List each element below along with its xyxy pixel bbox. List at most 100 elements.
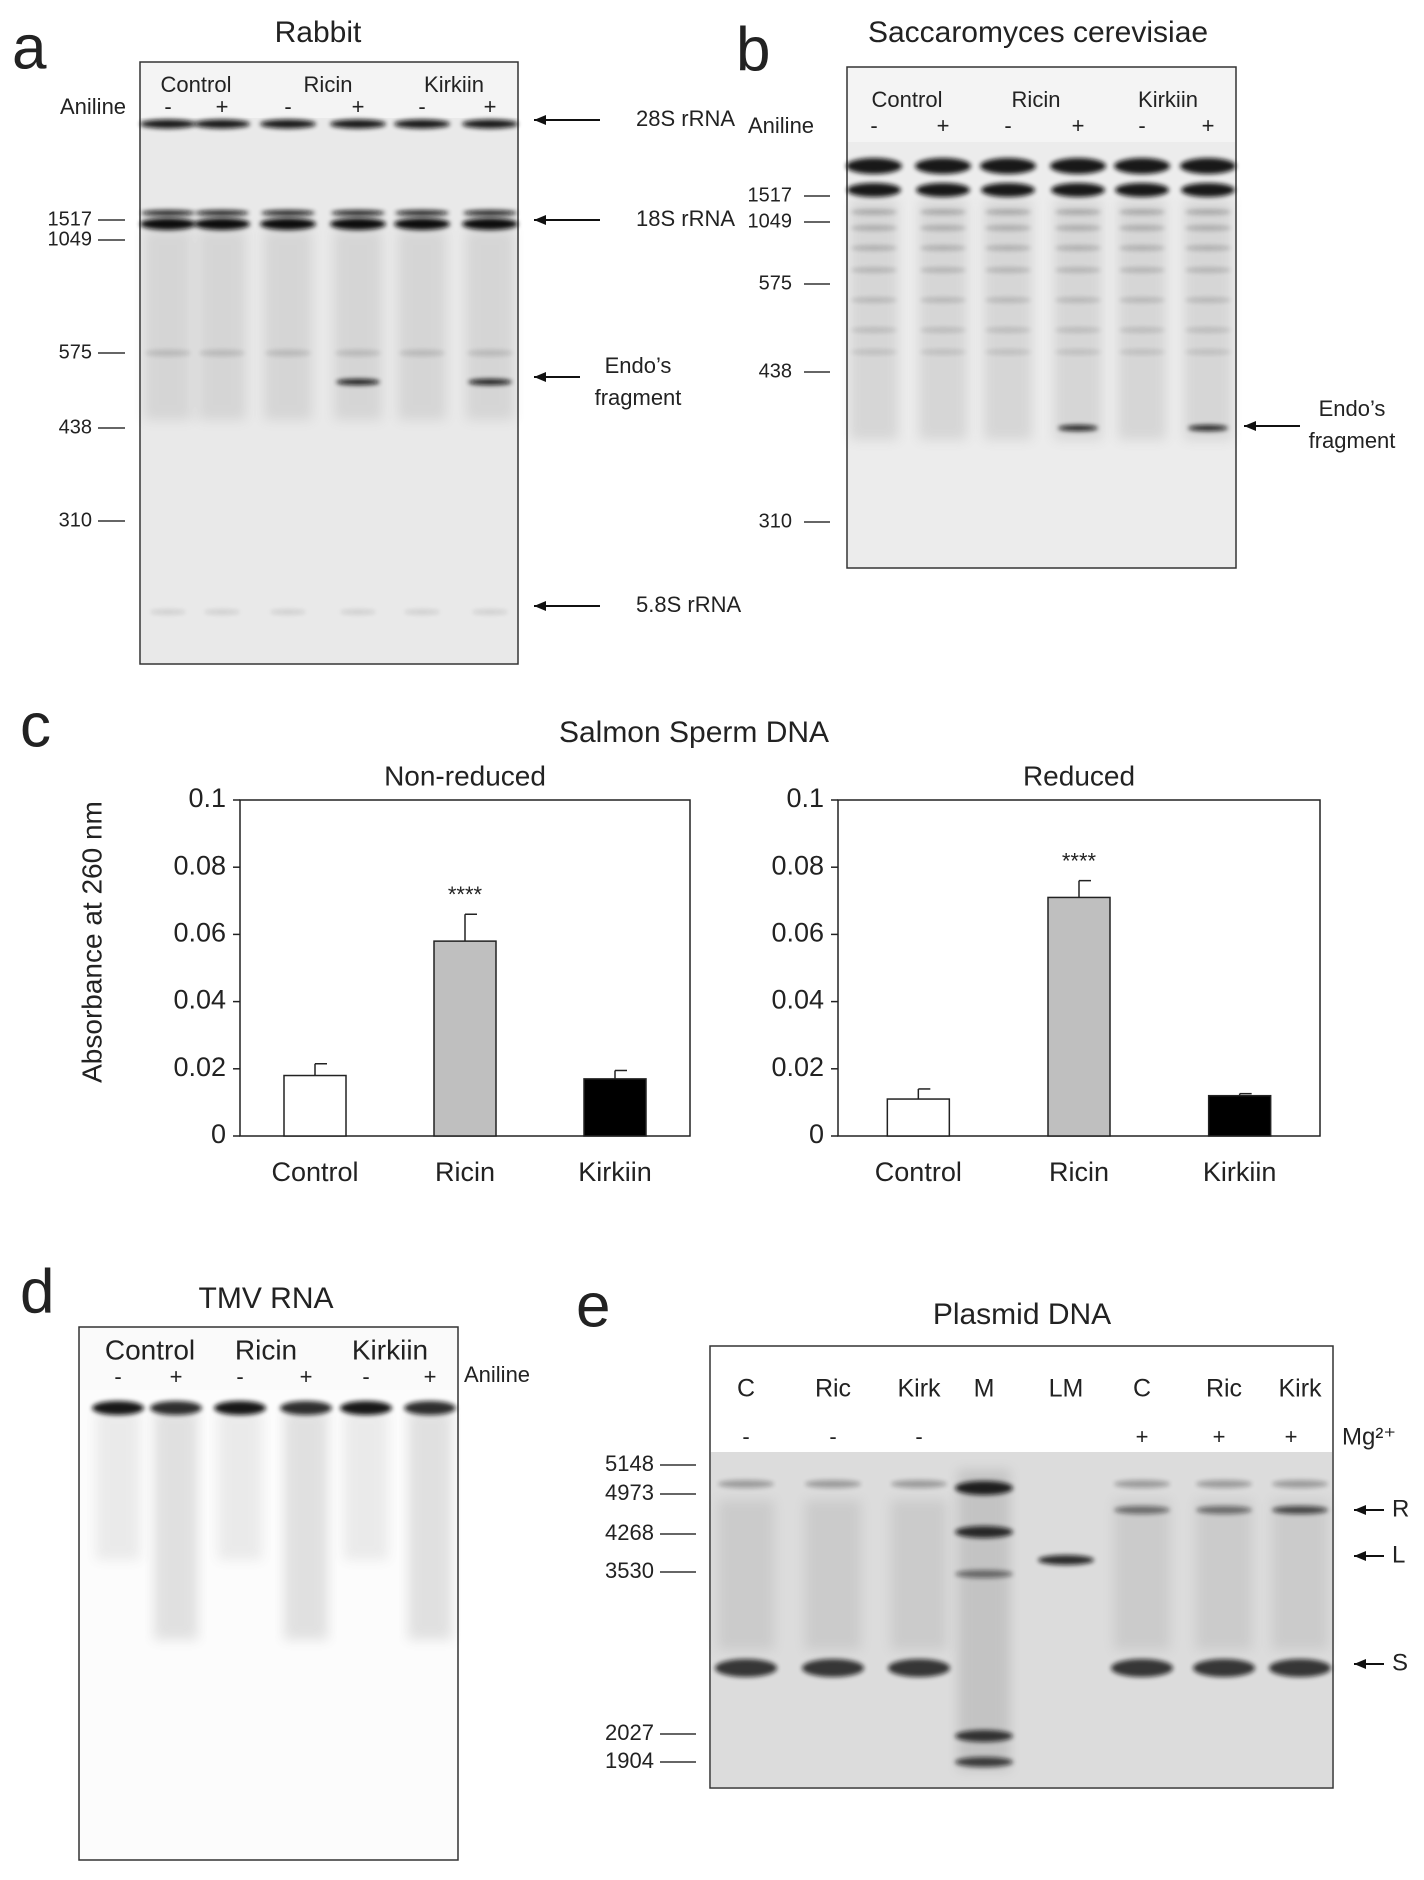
x-tick-label: Kirkiin — [578, 1157, 652, 1187]
y-tick-label: 0 — [211, 1119, 226, 1149]
gel-band — [335, 350, 381, 356]
gel-band — [1185, 297, 1231, 303]
gel-band — [331, 210, 385, 216]
gel-band — [1119, 209, 1165, 215]
gel-smear — [96, 1410, 140, 1560]
bar — [283, 1074, 347, 1137]
gel-smear — [718, 1500, 774, 1650]
gel-band — [260, 218, 316, 230]
gel-smear — [1054, 200, 1102, 440]
gel-band — [1193, 1659, 1255, 1677]
gel-smear — [466, 230, 514, 420]
gel-band — [846, 158, 902, 174]
panel-title: Plasmid DNA — [933, 1298, 1111, 1331]
annotation: fragment — [1309, 428, 1396, 453]
lane-sign: + — [484, 94, 497, 119]
gel-band — [985, 267, 1031, 273]
gel-lane-area — [141, 118, 517, 663]
gel-smear — [1114, 1500, 1170, 1650]
gel-band — [1269, 1659, 1331, 1677]
group-label: Kirkiin — [352, 1334, 428, 1365]
gel-band — [1185, 245, 1231, 251]
gel-smear — [984, 200, 1032, 440]
gel-band — [145, 350, 191, 356]
gel-band — [194, 218, 250, 230]
lane-label: LM — [1049, 1375, 1084, 1403]
lane-sign: + — [352, 94, 365, 119]
gel-band — [1115, 183, 1169, 197]
panel-letter: a — [12, 13, 47, 82]
gel-band — [1114, 158, 1170, 174]
row-label: Aniline — [464, 1362, 530, 1387]
arrow-head — [534, 601, 546, 611]
lane-sign: - — [362, 1364, 369, 1389]
gel-band — [404, 1401, 456, 1415]
gel-band — [340, 609, 376, 615]
annotation: fragment — [595, 385, 682, 410]
gel-band — [1185, 267, 1231, 273]
lane-label: M — [974, 1375, 995, 1403]
gel-band — [472, 609, 508, 615]
arrow-head — [534, 215, 546, 225]
gel-smear — [284, 1410, 328, 1640]
gel-band — [851, 349, 897, 355]
gel-smear — [1118, 200, 1166, 440]
row-label: Aniline — [748, 113, 814, 138]
lane-label: Kirk — [897, 1375, 941, 1403]
gel-band — [1055, 297, 1101, 303]
gel-band — [916, 183, 970, 197]
marker-label: 438 — [59, 416, 92, 438]
gel-band — [1185, 349, 1231, 355]
x-tick-label: Control — [875, 1157, 962, 1187]
gel-band — [92, 1401, 144, 1415]
gel-band — [1038, 1555, 1094, 1565]
gel-band — [985, 225, 1031, 231]
gel-band — [1185, 225, 1231, 231]
lane-sign: - — [1138, 113, 1145, 138]
gel-band — [847, 183, 901, 197]
lane-sign: + — [216, 94, 229, 119]
gel-smear — [334, 230, 382, 420]
annotation: Endo’s — [605, 353, 672, 378]
y-tick-label: 0.1 — [786, 783, 824, 813]
significance-label: **** — [448, 882, 483, 907]
gel-lane-area — [848, 142, 1235, 567]
lane-sign: + — [300, 1364, 313, 1389]
arrow-head — [534, 372, 546, 382]
lane-label: Kirk — [1278, 1375, 1322, 1403]
marker-label: 575 — [59, 341, 92, 363]
group-label: Ricin — [304, 72, 353, 97]
gel-band — [851, 245, 897, 251]
bar — [1207, 1094, 1272, 1137]
annotation: L — [1392, 1541, 1405, 1568]
gel-smear — [398, 230, 446, 420]
gel-band — [150, 1401, 202, 1415]
marker-label: 1049 — [48, 228, 93, 250]
gel-band — [1119, 297, 1165, 303]
lane-label: C — [737, 1375, 755, 1403]
panel-title: TMV RNA — [199, 1282, 334, 1315]
gel-band — [891, 1480, 947, 1488]
gel-band — [718, 1480, 774, 1488]
panel-letter: b — [736, 15, 770, 84]
gel-smear — [344, 1410, 388, 1560]
gel-smear — [264, 230, 312, 420]
y-tick-label: 0.06 — [771, 918, 824, 948]
marker-label: 4268 — [605, 1520, 654, 1545]
marker-label: 1517 — [748, 184, 793, 206]
gel-band — [1114, 1506, 1170, 1514]
group-label: Ricin — [1012, 87, 1061, 112]
gel-band — [1114, 1480, 1170, 1488]
gel-band — [920, 245, 966, 251]
gel-band — [851, 297, 897, 303]
gel-smear — [154, 1410, 198, 1640]
gel-band — [330, 218, 386, 230]
gel-smear — [919, 200, 967, 440]
y-axis-label: Absorbance at 260 nm — [76, 801, 107, 1083]
gel-band — [462, 218, 518, 230]
gel-band — [1180, 158, 1236, 174]
gel-band — [955, 1757, 1013, 1767]
gel-band — [1272, 1480, 1328, 1488]
gel-band — [1185, 327, 1231, 333]
